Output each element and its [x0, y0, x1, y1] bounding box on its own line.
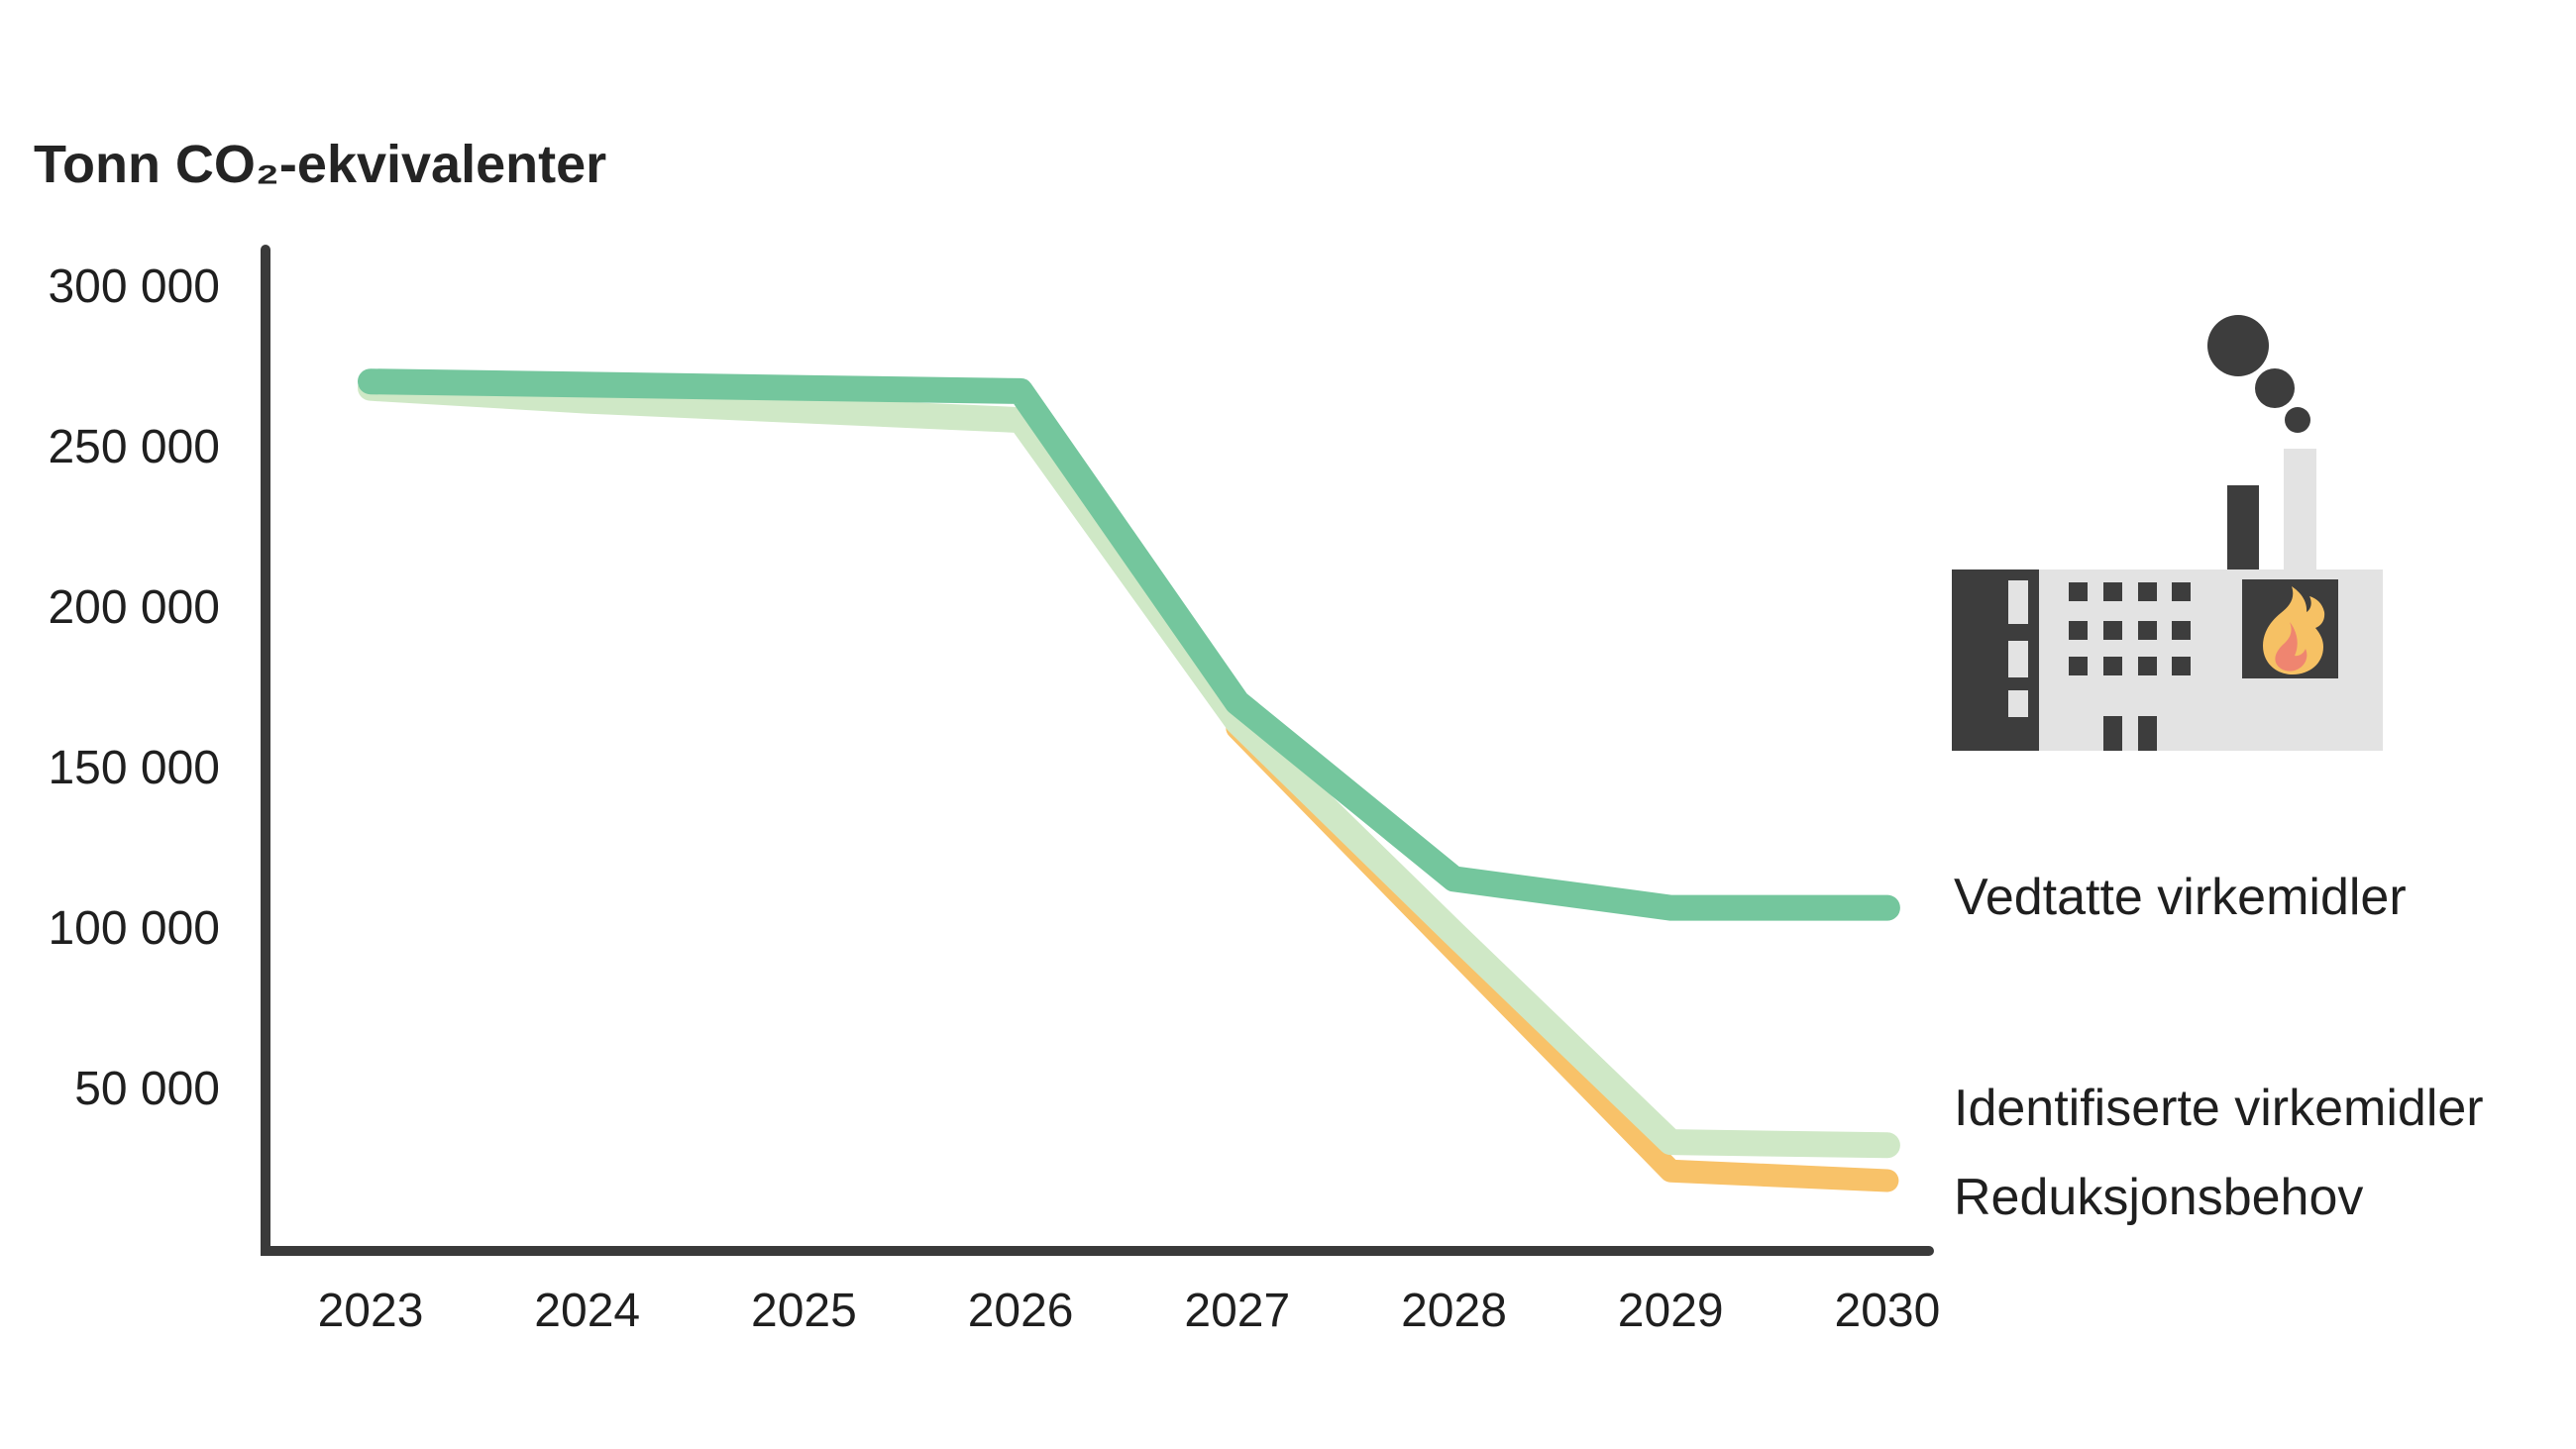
- factory-window: [2138, 621, 2157, 640]
- axes: [261, 245, 1934, 1256]
- line-identifiserte-virkemidler: [358, 374, 1900, 1159]
- y-tick-label: 100 000: [48, 902, 220, 955]
- legend-label-reduksjonsbehov: Reduksjonsbehov: [1954, 1169, 2363, 1226]
- line-vedtatte-virkemidler: [358, 368, 1900, 921]
- x-tick-label: 2028: [1401, 1285, 1507, 1337]
- factory-window: [2138, 582, 2157, 601]
- factory-door-window: [2138, 716, 2157, 751]
- x-tick-label: 2030: [1835, 1285, 1941, 1337]
- factory-window: [2103, 657, 2122, 675]
- x-axis-tick-labels: 2023 2024 2025 2026 2027 2028 2029 2030: [318, 1285, 1941, 1337]
- factory-windows: [2008, 580, 2191, 751]
- factory-window: [2103, 621, 2122, 640]
- y-axis-tick-labels: 300 000 250 000 200 000 150 000 100 000 50 00…: [48, 260, 220, 1115]
- factory-window: [2172, 621, 2191, 640]
- factory-chimney-dark: [2227, 485, 2259, 577]
- x-tick-label: 2026: [968, 1285, 1074, 1337]
- smoke-puff-large-icon: [2207, 315, 2269, 376]
- factory-tower-window: [2008, 641, 2028, 677]
- factory-window: [2069, 657, 2088, 675]
- x-tick-label: 2027: [1184, 1285, 1290, 1337]
- factory-window: [2069, 582, 2088, 601]
- x-tick-label: 2024: [534, 1285, 640, 1337]
- factory-window: [2138, 657, 2157, 675]
- legend-label-vedtatte-virkemidler: Vedtatte virkemidler: [1954, 869, 2407, 926]
- legend-label-identifiserte-virkemidler: Identifiserte virkemidler: [1954, 1080, 2484, 1137]
- factory-tower-window: [2008, 580, 2028, 624]
- smoke-puff-medium-icon: [2255, 368, 2295, 408]
- x-tick-label: 2025: [751, 1285, 857, 1337]
- y-tick-label: 250 000: [48, 421, 220, 473]
- factory-tower-window: [2008, 690, 2028, 717]
- factory-chimney-light: [2284, 449, 2316, 577]
- factory-door-window: [2103, 716, 2122, 751]
- x-tick-label: 2029: [1618, 1285, 1724, 1337]
- factory-window: [2103, 582, 2122, 601]
- chart-title: Tonn CO₂-ekvivalenter: [34, 135, 606, 194]
- y-tick-label: 200 000: [48, 581, 220, 634]
- factory-window: [2069, 621, 2088, 640]
- smoke-puff-small-icon: [2285, 407, 2310, 433]
- x-tick-label: 2023: [318, 1285, 424, 1337]
- factory-icon: [1952, 315, 2383, 751]
- y-tick-label: 50 000: [74, 1063, 220, 1115]
- y-tick-label: 300 000: [48, 260, 220, 313]
- flame-inner-icon: [2275, 622, 2308, 672]
- plot-lines: [358, 368, 1900, 1192]
- factory-window: [2172, 582, 2191, 601]
- factory-window: [2172, 657, 2191, 675]
- y-tick-label: 150 000: [48, 742, 220, 794]
